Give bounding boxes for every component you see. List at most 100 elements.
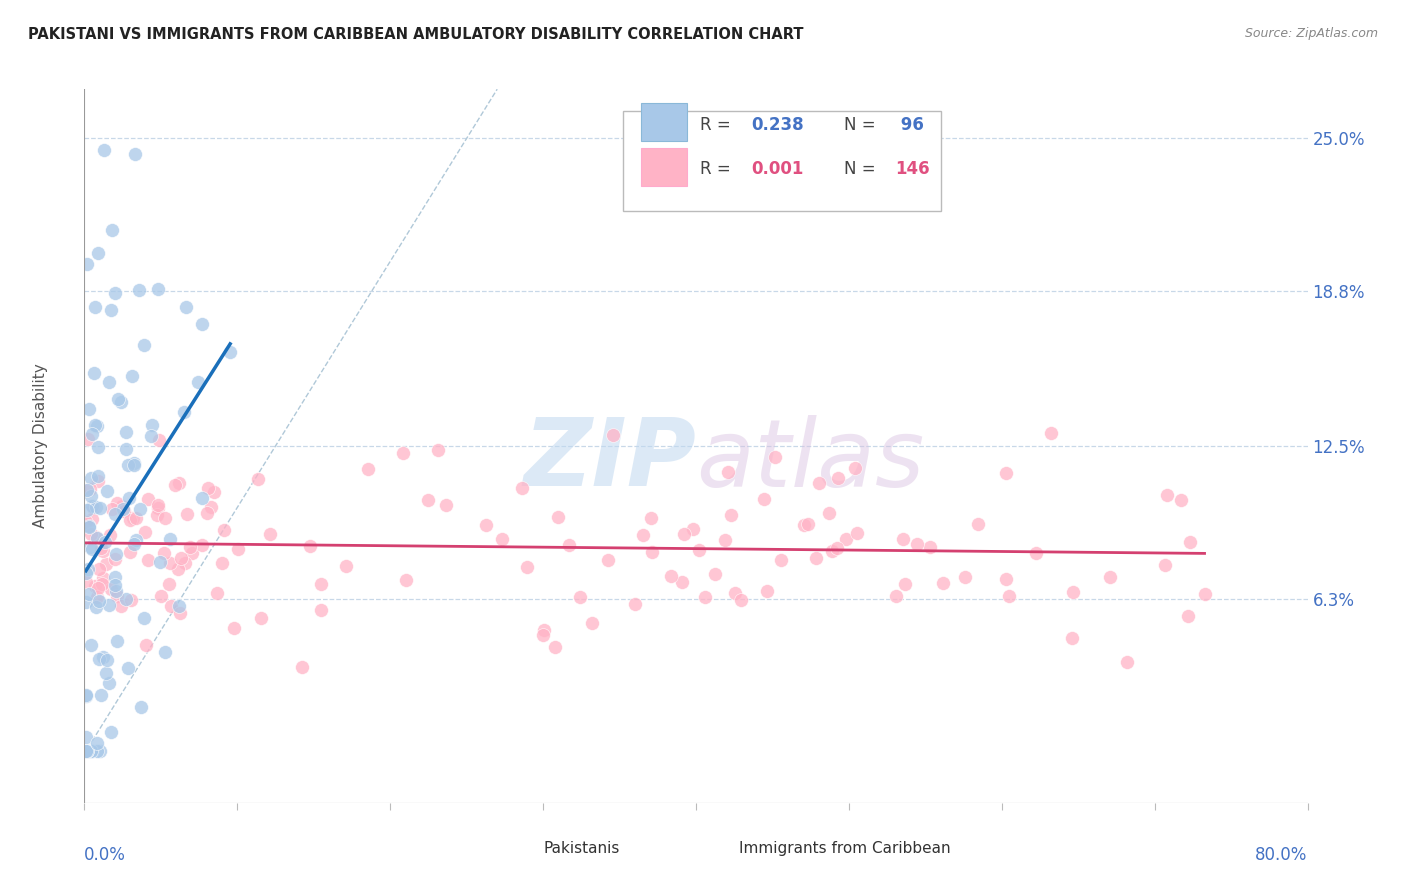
Point bbox=[797, 516, 820, 531]
Text: 80.0%: 80.0% bbox=[1256, 846, 1308, 863]
Point bbox=[995, 572, 1018, 586]
Point bbox=[77, 587, 100, 601]
Point bbox=[602, 428, 624, 442]
Point bbox=[357, 462, 380, 476]
Point bbox=[1178, 534, 1201, 549]
Point bbox=[76, 744, 98, 758]
Point bbox=[247, 471, 270, 485]
Point bbox=[1156, 487, 1178, 501]
Point bbox=[86, 744, 108, 758]
Text: ZIP: ZIP bbox=[523, 414, 696, 507]
Point bbox=[146, 500, 169, 515]
Point bbox=[159, 532, 181, 546]
Text: Immigrants from Caribbean: Immigrants from Caribbean bbox=[738, 841, 950, 856]
Point bbox=[79, 482, 101, 496]
Point bbox=[86, 440, 108, 454]
Point bbox=[418, 492, 440, 507]
Point bbox=[121, 368, 143, 383]
Point bbox=[79, 744, 101, 758]
Point bbox=[111, 499, 134, 513]
Point bbox=[114, 591, 136, 606]
Point bbox=[105, 583, 128, 598]
Point bbox=[827, 541, 849, 556]
Point bbox=[1116, 655, 1139, 669]
Point bbox=[181, 546, 204, 560]
Text: 0.0%: 0.0% bbox=[84, 846, 127, 863]
Point bbox=[894, 577, 917, 591]
Point bbox=[80, 638, 103, 652]
Point bbox=[86, 469, 108, 483]
Point bbox=[105, 496, 128, 510]
Point bbox=[98, 528, 121, 542]
Point bbox=[93, 649, 115, 664]
Point bbox=[136, 491, 159, 506]
Point bbox=[86, 582, 108, 596]
Point bbox=[80, 744, 103, 758]
Text: R =: R = bbox=[700, 116, 735, 134]
Point bbox=[335, 559, 357, 574]
Point bbox=[75, 690, 97, 704]
Text: 0.238: 0.238 bbox=[751, 116, 804, 134]
Point bbox=[141, 417, 163, 432]
Point bbox=[86, 736, 108, 750]
Point bbox=[212, 523, 235, 537]
Point bbox=[844, 460, 866, 475]
Point bbox=[96, 484, 118, 499]
Polygon shape bbox=[641, 103, 688, 141]
Point bbox=[134, 338, 156, 352]
Point bbox=[75, 688, 97, 702]
Point bbox=[80, 512, 103, 526]
Point bbox=[173, 405, 195, 419]
Point bbox=[994, 467, 1017, 481]
Point bbox=[89, 651, 111, 665]
Polygon shape bbox=[641, 148, 688, 186]
Point bbox=[84, 301, 107, 315]
Point bbox=[94, 557, 117, 571]
Point bbox=[998, 590, 1021, 604]
Point bbox=[763, 450, 786, 464]
Point bbox=[434, 499, 457, 513]
Point bbox=[80, 527, 103, 541]
Point bbox=[149, 555, 172, 569]
Point bbox=[222, 621, 245, 635]
Point bbox=[769, 553, 792, 567]
Point bbox=[174, 300, 197, 314]
Point bbox=[176, 508, 198, 522]
Point bbox=[100, 303, 122, 318]
Point bbox=[105, 589, 128, 603]
Point bbox=[75, 566, 97, 580]
Point bbox=[93, 143, 115, 157]
Point bbox=[558, 538, 581, 552]
Point bbox=[141, 429, 163, 443]
Point bbox=[623, 597, 645, 611]
Point bbox=[129, 700, 152, 714]
Point bbox=[103, 578, 125, 592]
Point bbox=[808, 475, 831, 490]
Point bbox=[80, 471, 103, 485]
Point bbox=[191, 491, 214, 505]
Point bbox=[150, 590, 173, 604]
Point bbox=[886, 589, 908, 603]
Point bbox=[166, 562, 188, 576]
Point bbox=[128, 283, 150, 297]
Point bbox=[112, 502, 135, 516]
Polygon shape bbox=[623, 111, 941, 211]
Point bbox=[100, 725, 122, 739]
Point bbox=[79, 540, 101, 554]
Point bbox=[298, 539, 321, 553]
Point bbox=[533, 624, 555, 638]
Point bbox=[167, 599, 190, 613]
Point bbox=[125, 533, 148, 547]
Point bbox=[720, 508, 742, 522]
Point bbox=[159, 576, 181, 591]
Text: R =: R = bbox=[700, 161, 735, 178]
Text: 0.001: 0.001 bbox=[751, 161, 803, 178]
Point bbox=[76, 744, 98, 758]
Point bbox=[93, 572, 115, 586]
Point bbox=[427, 443, 450, 458]
Point bbox=[96, 653, 118, 667]
Point bbox=[76, 257, 98, 271]
Text: Pakistanis: Pakistanis bbox=[543, 841, 620, 856]
Point bbox=[75, 594, 97, 608]
Point bbox=[165, 477, 187, 491]
